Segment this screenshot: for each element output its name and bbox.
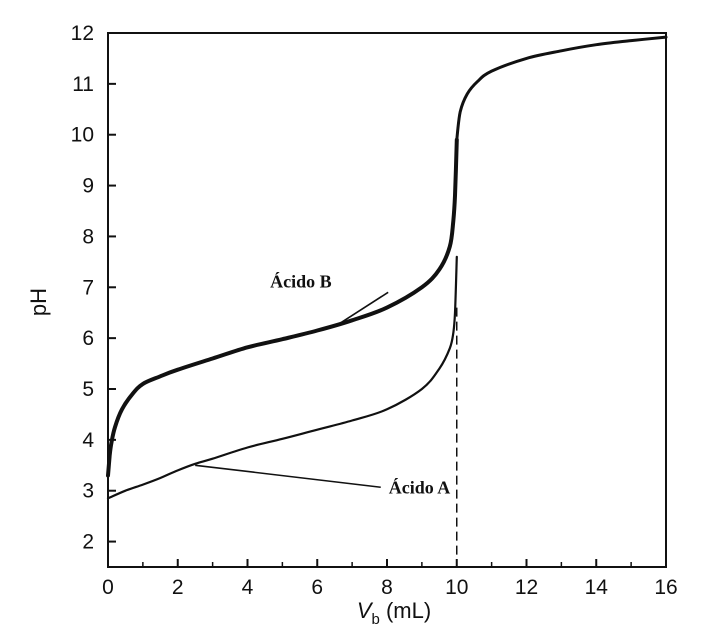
y-tick-label: 2 [82,531,94,554]
series-line-acido-b [106,137,459,478]
annotation-leader-line [195,464,381,489]
x-tick-label: 14 [585,576,609,599]
y-tick-label: 6 [82,327,94,350]
x-axis-label-var: V [357,598,374,623]
x-axis-label-sub: b [372,611,380,628]
annotation-leader-line [337,291,389,326]
y-tick-label: 8 [82,225,94,248]
annotation-acido-b: Ácido B [270,270,332,291]
plot-frame [107,32,667,568]
y-tick-label: 11 [72,73,94,96]
series-line-post-equivalence [455,35,668,142]
annotation-layer: Ácido B Ácido A [195,270,450,497]
y-tick-label: 12 [71,22,94,45]
series-line-acido-a [106,255,458,500]
y-tick-label: 4 [82,429,94,452]
x-tick-label: 8 [381,576,393,599]
x-tick-label: 0 [102,576,114,599]
plot-border [107,32,667,568]
y-tick-label: 7 [82,276,94,299]
x-tick-label: 4 [242,576,254,599]
y-tick-label: 10 [71,124,94,147]
y-tick-label: 5 [82,378,94,401]
x-tick-label: 10 [445,576,468,599]
x-axis-label-unit: (mL) [380,598,431,623]
x-axis-label: Vb (mL) [357,598,431,628]
x-tick-label: 2 [172,576,184,599]
x-tick-label: 6 [311,576,323,599]
series-layer [106,35,668,567]
axis-ticks [107,32,667,567]
annotation-acido-a: Ácido A [389,476,451,497]
y-tick-label: 3 [82,480,94,503]
x-tick-label: 12 [515,576,538,599]
y-axis-label: pH [26,288,51,316]
y-tick-label: 9 [82,175,94,198]
x-tick-label: 16 [654,576,677,599]
